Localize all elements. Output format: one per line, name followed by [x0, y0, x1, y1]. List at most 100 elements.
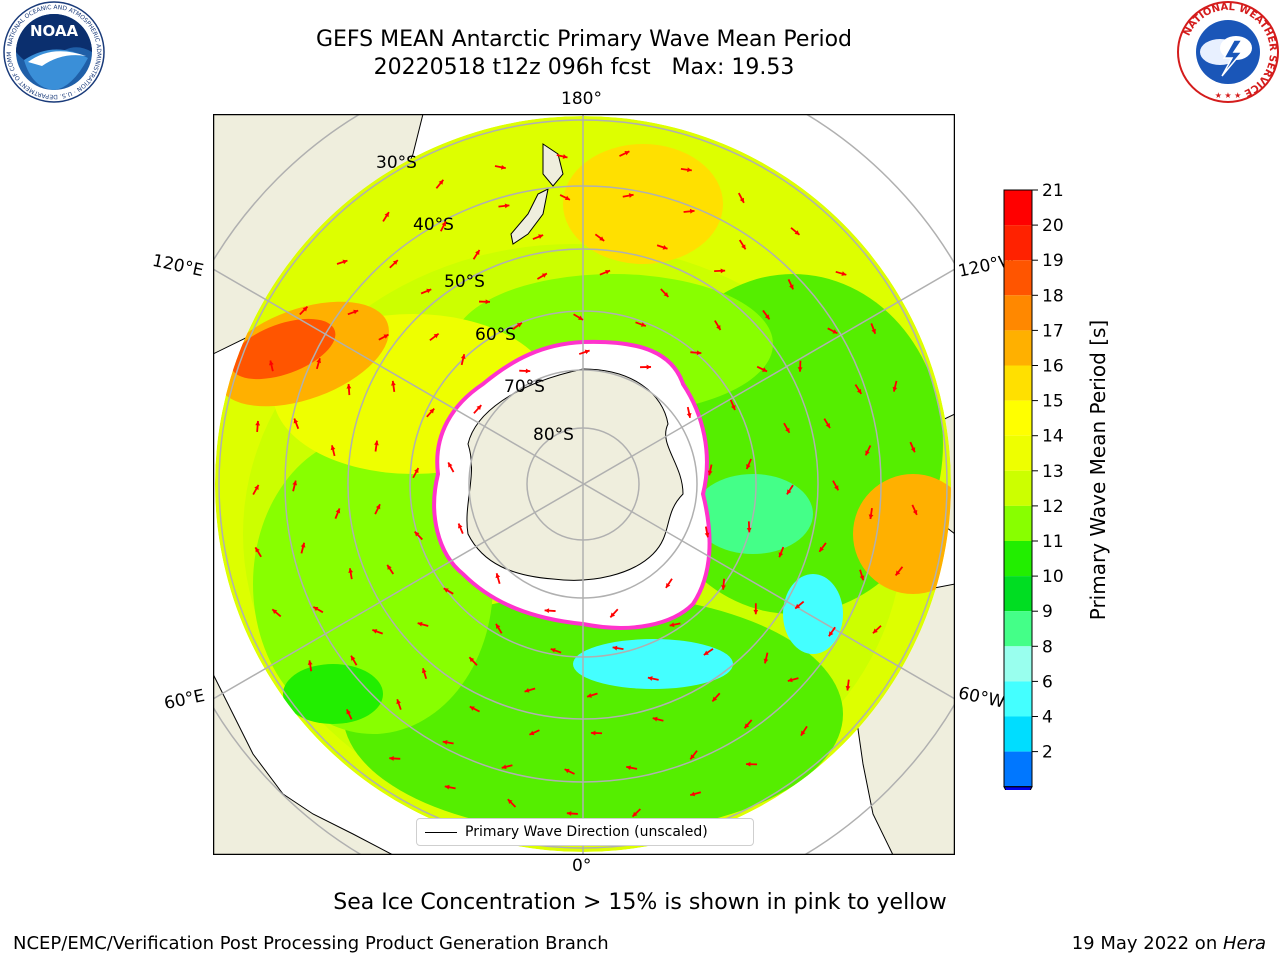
wave-direction-arrow [635, 321, 647, 327]
wave-direction-arrow [315, 358, 322, 370]
wave-direction-arrow [787, 279, 794, 290]
colorbar: 21 20 19 18 17 16 15 14 13 12 11 10 9 8 6 4 2 [1003, 181, 1064, 790]
wave-direction-arrow [729, 399, 736, 411]
wave-direction-arrow [269, 360, 274, 372]
wave-direction-arrow [870, 323, 877, 335]
colorbar-tick-label: 18 [1042, 286, 1064, 306]
colorbar-tick-label: 10 [1042, 567, 1064, 587]
chart-subtitle: 20220518 t12z 096h fcst Max: 19.53 [373, 55, 795, 80]
wave-direction-arrow [763, 652, 769, 664]
lat-label-50s: 50°S [444, 272, 485, 292]
wave-direction-arrow [640, 364, 652, 370]
colorbar-tick-label: 14 [1042, 427, 1064, 447]
colorbar-segment [1004, 716, 1032, 752]
wave-direction-arrow [468, 656, 478, 666]
wave-direction-arrow [680, 167, 692, 173]
colorbar-segment [1004, 505, 1032, 541]
wave-direction-arrow [389, 756, 401, 761]
wave-direction-arrow [894, 566, 904, 576]
wave-direction-arrow [374, 440, 379, 452]
wave-direction-arrow [252, 484, 260, 495]
wave-direction-arrow [745, 458, 752, 470]
wave-direction-arrow [374, 503, 381, 515]
wave-direction-arrow [787, 677, 799, 683]
wave-direction-arrow [312, 606, 324, 614]
chart-title: GEFS MEAN Antarctic Primary Wave Mean Pe… [315, 27, 853, 52]
wave-direction-arrow [564, 768, 575, 775]
wave-direction-arrow [348, 568, 354, 580]
colorbar-segment [1004, 470, 1032, 506]
polar-map: 30°S 40°S 50°S 60°S 70°S 80°S [213, 114, 955, 855]
wave-direction-arrow [507, 798, 517, 808]
colorbar-segment [1004, 751, 1032, 787]
wave-direction-arrow [347, 309, 359, 316]
noaa-logo: NATIONAL OCEANIC AND ATMOSPHERIC ADMINIS… [2, 0, 105, 103]
wave-direction-arrow [707, 464, 713, 476]
wave-direction-arrow [501, 764, 513, 770]
sea-ice-note: Sea Ice Concentration > 15% is shown in … [333, 890, 947, 915]
wave-direction-arrow [800, 725, 808, 737]
wave-direction-arrow [689, 750, 698, 760]
wave-direction-arrow [292, 480, 298, 492]
wave-direction-arrow [334, 508, 341, 519]
legend: Primary Wave Direction (unscaled) [416, 818, 754, 846]
wave-direction-arrow [536, 272, 548, 280]
wave-direction-arrow [412, 467, 420, 479]
colorbar-segment [1004, 646, 1032, 682]
wave-direction-arrow [426, 408, 435, 418]
wave-direction-arrow [660, 288, 670, 298]
lon-label-180: 180° [561, 89, 602, 109]
wave-direction-arrow [794, 600, 805, 610]
colorbar-segment [1004, 541, 1032, 577]
colorbar-segment [1004, 225, 1032, 261]
colorbar-tick-label: 2 [1042, 743, 1053, 763]
colorbar-tick-label: 4 [1042, 708, 1053, 728]
wave-direction-arrow [753, 603, 759, 615]
wave-direction-arrow [647, 676, 659, 681]
wave-direction-arrow [271, 608, 282, 618]
wave-direction-arrow [495, 572, 501, 585]
wave-direction-arrow [609, 608, 619, 618]
wave-direction-arrow [864, 445, 872, 456]
colorbar-tick-label: 11 [1042, 532, 1064, 552]
wave-direction-arrow [544, 608, 556, 614]
wave-direction-arrow [652, 716, 664, 722]
wave-direction-arrow [738, 239, 747, 250]
wave-direction-arrow [440, 221, 447, 232]
wave-direction-arrow [594, 233, 605, 242]
wave-direction-arrow [494, 164, 506, 170]
wave-direction-arrow [478, 299, 491, 305]
wave-direction-arrow [391, 380, 396, 392]
wave-direction-arrow [599, 269, 611, 276]
wave-direction-arrow [255, 420, 261, 433]
wave-direction-arrow [909, 441, 916, 453]
colorbar-segment [1004, 365, 1032, 401]
wave-direction-arrow [828, 626, 836, 637]
wave-direction-arrow [631, 808, 642, 818]
wave-direction-arrow [495, 623, 503, 634]
wave-direction-arrow [254, 546, 262, 558]
footer-date-text: 19 May 2022 on [1071, 933, 1223, 954]
wave-direction-arrow [711, 692, 721, 703]
footer-credit: NCEP/EMC/Verification Post Processing Pr… [13, 933, 609, 954]
wave-direction-arrow [529, 729, 540, 736]
wave-direction-arrow [498, 203, 510, 209]
lat-label-60s: 60°S [475, 325, 516, 345]
wave-direction-arrow [845, 679, 851, 691]
wave-direction-arrow [872, 625, 882, 634]
colorbar-tick-label: 6 [1042, 672, 1053, 692]
colorbar-tick-label: 19 [1042, 251, 1064, 271]
wave-direction-arrow [550, 648, 562, 654]
colorbar-tick-label: 12 [1042, 497, 1064, 517]
wave-direction-arrow [336, 259, 348, 265]
wave-direction-arrows [252, 150, 918, 818]
wave-direction-arrow [911, 504, 918, 516]
legend-label: Primary Wave Direction (unscaled) [465, 824, 708, 840]
colorbar-segment [1004, 435, 1032, 471]
wave-direction-arrow [690, 350, 702, 356]
wave-direction-arrow [300, 542, 306, 554]
wave-direction-arrow [714, 320, 722, 331]
colorbar-segment [1004, 330, 1032, 366]
wave-direction-arrow [622, 193, 634, 198]
colorbar-tick-label: 16 [1042, 357, 1064, 377]
